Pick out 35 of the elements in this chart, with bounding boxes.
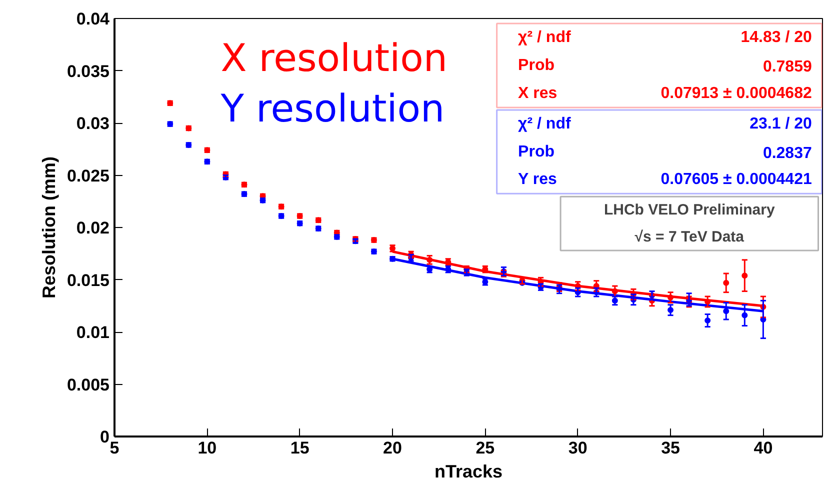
annotation: Prob: [518, 57, 555, 74]
y-tick-label: 0.035: [66, 62, 110, 81]
annotation: X res: [518, 85, 558, 102]
annotation: 14.83 / 20: [740, 29, 812, 46]
annotation: 0.07913 ± 0.0004682: [660, 85, 812, 102]
y-tick-label: 0.015: [66, 270, 110, 290]
x-axis-title: nTracks: [434, 462, 503, 482]
annotation: χ² / ndf: [518, 29, 572, 46]
series-label: X resolution: [220, 36, 448, 80]
y-tick-label: 0.025: [66, 166, 110, 186]
x-tick-label: 5: [110, 438, 120, 458]
x-tick-label: 25: [476, 438, 495, 458]
annotation: Y res: [518, 171, 558, 188]
annotation: LHCb VELO Preliminary: [604, 202, 776, 219]
x-tick-label: 35: [661, 438, 680, 458]
y-tick-label: 0.04: [76, 10, 110, 28]
y-tick-label: 0.02: [76, 218, 110, 238]
x-tick-label: 20: [383, 438, 402, 458]
series-label: Y resolution: [220, 86, 445, 130]
annotation: 0.7859: [762, 58, 812, 76]
x-tick-label: 40: [754, 438, 773, 458]
y-tick-label: 0.005: [66, 375, 110, 394]
x-tick-label: 30: [568, 438, 588, 458]
y-tick-label: 0.01: [76, 323, 110, 342]
annotation: 0.07605 ± 0.0004421: [660, 171, 812, 188]
annotation: χ² / ndf: [518, 115, 572, 132]
x-tick-label: 15: [290, 438, 310, 458]
x-tick-label: 10: [198, 438, 217, 458]
annotation: Prob: [518, 143, 555, 160]
y-axis-title: Resolution (mm): [38, 156, 59, 298]
y-tick-label: 0: [100, 428, 110, 446]
annotation: √s = 7 TeV Data: [634, 228, 745, 246]
y-tick-label: 0.03: [76, 114, 110, 133]
annotation: 0.2837: [762, 144, 812, 162]
annotation: 23.1 / 20: [750, 115, 812, 132]
